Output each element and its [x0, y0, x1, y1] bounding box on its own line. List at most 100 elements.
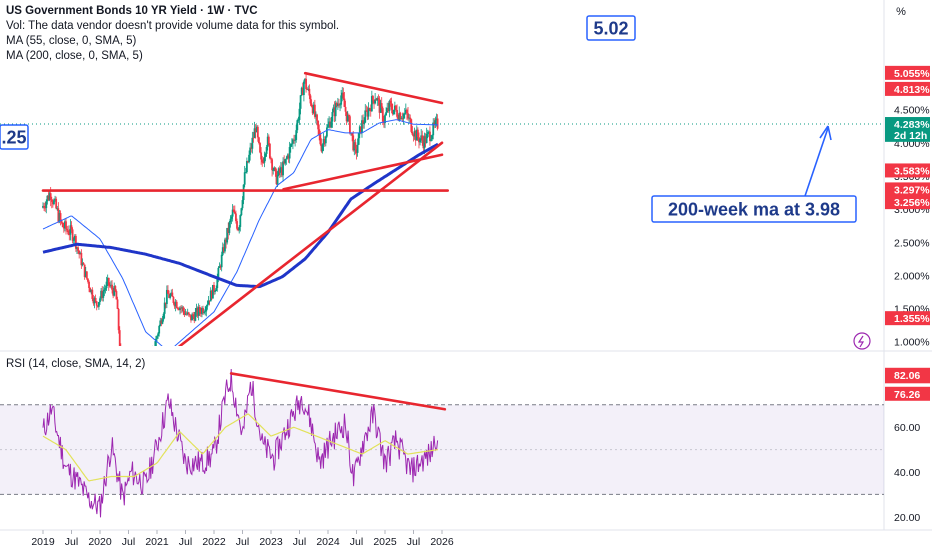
candle-down	[188, 314, 191, 316]
candle-up	[434, 120, 437, 125]
candle-down	[256, 126, 259, 138]
symbol-title[interactable]: US Government Bonds 10 YR Yield · 1W · T…	[6, 5, 258, 17]
candle-down	[111, 284, 113, 290]
candle-down	[320, 144, 323, 152]
time-tick-label: Jul	[236, 536, 249, 548]
candle-down	[77, 247, 79, 251]
candle-up	[296, 120, 299, 131]
left-high-label: .25	[1, 127, 26, 147]
candle-up	[239, 215, 242, 227]
candle-down	[171, 292, 174, 297]
volume-note: Vol: The data vendor doesn't provide vol…	[6, 20, 340, 32]
candle-up	[388, 100, 391, 112]
candle-up	[272, 170, 275, 171]
time-tick-label: 2021	[145, 536, 169, 548]
price-badge	[885, 311, 930, 326]
time-tick-label: Jul	[293, 536, 306, 548]
candle-up	[393, 105, 396, 110]
candle-down	[115, 291, 118, 300]
candle-up	[156, 336, 158, 339]
candle-down	[160, 320, 163, 324]
candle-down	[108, 285, 111, 287]
percent-scale-button[interactable]: %	[896, 6, 906, 18]
candle-down	[164, 302, 167, 305]
candle-down	[267, 136, 270, 144]
rsi-pane	[42, 368, 447, 518]
candle-up	[81, 262, 84, 266]
candle-up	[290, 143, 293, 145]
candle-up	[221, 247, 224, 255]
candle-up	[73, 235, 76, 240]
candle-down	[293, 139, 295, 141]
candle-down	[410, 119, 413, 132]
left-high-label-box	[0, 124, 29, 150]
candle-down	[422, 140, 425, 149]
ma200-legend[interactable]: MA (200, close, 0, SMA, 5)	[6, 50, 143, 62]
candle-up	[98, 302, 100, 307]
candle-up	[170, 292, 173, 296]
trendline-resistance-falling	[303, 71, 444, 105]
rsi-legend[interactable]: RSI (14, close, SMA, 14, 2)	[6, 358, 146, 370]
candle-down	[275, 171, 278, 185]
time-tick-label: 2019	[31, 536, 55, 548]
candle-down	[397, 116, 400, 120]
candle-down	[78, 250, 81, 255]
candle-down	[213, 284, 215, 292]
candle-up	[315, 114, 317, 117]
high-label-box	[586, 15, 636, 41]
candle-down	[192, 314, 195, 317]
candle-down	[185, 313, 188, 315]
candle-up	[243, 172, 246, 185]
candle-down	[313, 104, 316, 117]
candle-down	[261, 159, 264, 163]
price-tick-label: 2.500%	[894, 237, 930, 249]
candle-down	[317, 120, 320, 130]
time-tick-label: Jul	[407, 536, 420, 548]
candle-up	[251, 137, 254, 149]
candle-down	[269, 143, 271, 159]
price-badge	[885, 65, 930, 80]
candle-up	[400, 118, 403, 120]
candle-down	[319, 134, 322, 145]
candle-down	[60, 220, 63, 223]
candle-up	[282, 161, 284, 176]
candle-up	[361, 120, 363, 134]
candle-down	[183, 310, 186, 315]
candle-up	[201, 308, 203, 314]
candle-up	[245, 161, 248, 173]
candle-up	[273, 167, 276, 171]
rsi-badge	[885, 386, 930, 401]
candle-up	[285, 158, 288, 160]
candle-up	[79, 252, 82, 255]
candle-up	[326, 127, 328, 137]
candle-up	[69, 225, 72, 235]
candle-down	[311, 106, 314, 114]
candle-down	[65, 221, 67, 229]
ma55-legend[interactable]: MA (55, close, 0, SMA, 5)	[6, 35, 137, 47]
candle-down	[112, 289, 115, 296]
candle-down	[66, 228, 69, 231]
candle-down	[235, 213, 237, 222]
candle-down	[116, 299, 119, 309]
candle-down	[227, 227, 230, 233]
candle-down	[359, 126, 362, 134]
candle-down	[287, 155, 290, 159]
candle-up	[197, 306, 200, 316]
candle-down	[190, 315, 192, 321]
candle-down	[225, 239, 227, 243]
candle-down	[68, 234, 71, 236]
candle-up	[339, 104, 341, 106]
candle-up	[398, 112, 401, 120]
candle-down	[71, 229, 74, 241]
candle-down	[208, 300, 211, 302]
price-tick-label: 4.500%	[894, 105, 930, 117]
candle-up	[392, 109, 395, 115]
candle-up	[385, 112, 387, 116]
candle-up	[169, 295, 172, 298]
candle-up	[242, 184, 245, 201]
candle-up	[209, 290, 212, 302]
candle-down	[219, 266, 222, 268]
candle-up	[64, 221, 66, 229]
candle-down	[416, 129, 419, 138]
